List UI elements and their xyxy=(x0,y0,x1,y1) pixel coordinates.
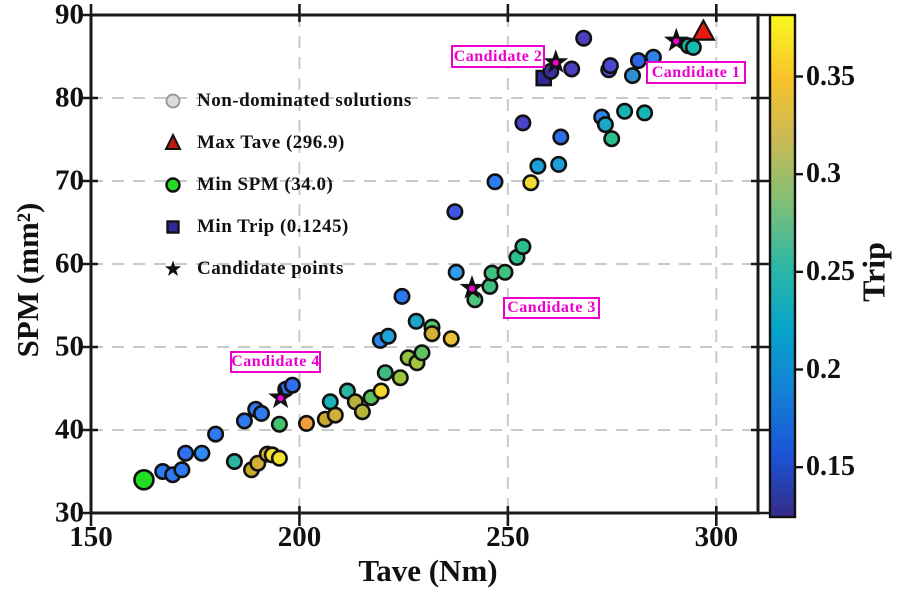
colorbar-tick-label-0.35: 0.35 xyxy=(806,60,855,92)
data-point xyxy=(603,130,621,148)
legend: Non-dominated solutions Max Tave (296.9)… xyxy=(158,80,412,290)
legend-item-candidates: Candidate points xyxy=(158,248,412,290)
data-point xyxy=(353,403,371,421)
data-point xyxy=(407,312,425,330)
candidate-1-label: Candidate 1 xyxy=(646,61,746,84)
data-point xyxy=(235,412,253,430)
x-tick-label-150: 150 xyxy=(69,521,113,553)
data-point xyxy=(616,102,634,120)
data-point xyxy=(529,157,547,175)
data-point xyxy=(446,203,464,221)
data-point xyxy=(563,60,581,78)
data-point xyxy=(447,263,465,281)
legend-label: Max Tave (296.9) xyxy=(197,132,345,153)
data-point xyxy=(442,330,460,348)
y-tick-label-60: 60 xyxy=(55,247,84,280)
data-point xyxy=(514,114,532,132)
x-tick-label-300: 300 xyxy=(694,521,739,553)
data-point xyxy=(391,369,409,387)
legend-label: Candidate points xyxy=(197,258,344,279)
legend-label: Non-dominated solutions xyxy=(197,90,412,111)
y-tick-label-30: 30 xyxy=(55,496,84,529)
colorbar-tick-label-0.25: 0.25 xyxy=(806,255,855,287)
candidate-star-center xyxy=(552,59,559,66)
y-tick-label-70: 70 xyxy=(55,164,84,197)
candidate-2-label: Candidate 2 xyxy=(451,45,545,68)
candidate-3-label: Candidate 3 xyxy=(503,297,600,319)
gray-circle-icon xyxy=(165,93,181,109)
data-point xyxy=(283,376,301,394)
legend-label: Min SPM (34.0) xyxy=(197,174,334,195)
data-point xyxy=(596,116,614,134)
colorbar-title: Trip xyxy=(855,242,892,302)
data-point xyxy=(207,425,225,443)
candidate-star-center xyxy=(673,38,680,45)
max-tave-marker xyxy=(691,18,716,41)
data-point xyxy=(225,452,243,470)
green-circle-icon xyxy=(165,177,181,193)
min-spm-marker xyxy=(133,468,155,491)
data-point xyxy=(550,155,568,173)
red-triangle-icon xyxy=(164,132,182,150)
data-point xyxy=(552,128,570,146)
legend-item-non-dominated: Non-dominated solutions xyxy=(158,80,412,122)
legend-item-max-tave: Max Tave (296.9) xyxy=(158,122,412,164)
navy-square-icon xyxy=(166,220,180,234)
data-point xyxy=(496,263,514,281)
y-tick-label-40: 40 xyxy=(55,413,84,446)
data-point xyxy=(636,104,654,122)
colorbar-tick-label-0.2: 0.2 xyxy=(806,353,841,385)
data-point xyxy=(413,344,431,362)
data-point xyxy=(522,174,540,192)
data-point xyxy=(253,404,271,422)
data-point xyxy=(321,393,339,411)
data-point xyxy=(601,57,619,75)
data-point xyxy=(623,67,641,85)
data-point xyxy=(575,29,593,47)
data-point xyxy=(372,382,390,400)
data-point xyxy=(684,38,702,56)
y-tick-label-90: 90 xyxy=(55,0,84,31)
data-point xyxy=(270,415,288,433)
candidate-star-center xyxy=(469,285,476,292)
data-point xyxy=(486,173,504,191)
data-point xyxy=(193,444,211,462)
data-point xyxy=(629,52,647,70)
y-axis-title: SPM (mm²) xyxy=(10,202,45,358)
legend-item-min-trip: Min Trip (0.1245) xyxy=(158,206,412,248)
data-point xyxy=(423,325,441,343)
colorbar-tick-label-0.3: 0.3 xyxy=(806,158,841,190)
candidate-star-center xyxy=(277,395,284,402)
data-point xyxy=(177,444,195,462)
data-point xyxy=(481,277,499,295)
data-point xyxy=(379,327,397,345)
data-point xyxy=(514,238,532,256)
x-tick-label-200: 200 xyxy=(277,521,322,553)
data-point xyxy=(393,287,411,305)
data-point xyxy=(173,461,191,479)
x-axis-title: Tave (Nm) xyxy=(358,553,498,588)
candidate-4-label: Candidate 4 xyxy=(230,351,321,373)
data-point xyxy=(297,414,315,432)
colorbar-gradient xyxy=(768,13,797,519)
legend-label: Min Trip (0.1245) xyxy=(197,216,349,237)
y-tick-label-80: 80 xyxy=(55,81,84,114)
data-point xyxy=(270,449,288,467)
y-tick-label-50: 50 xyxy=(55,330,84,363)
colorbar-tick-label-0.15: 0.15 xyxy=(806,451,855,483)
black-star-icon xyxy=(164,260,182,276)
x-tick-label-250: 250 xyxy=(486,521,530,553)
data-point xyxy=(376,364,394,382)
legend-item-min-spm: Min SPM (34.0) xyxy=(158,164,412,206)
